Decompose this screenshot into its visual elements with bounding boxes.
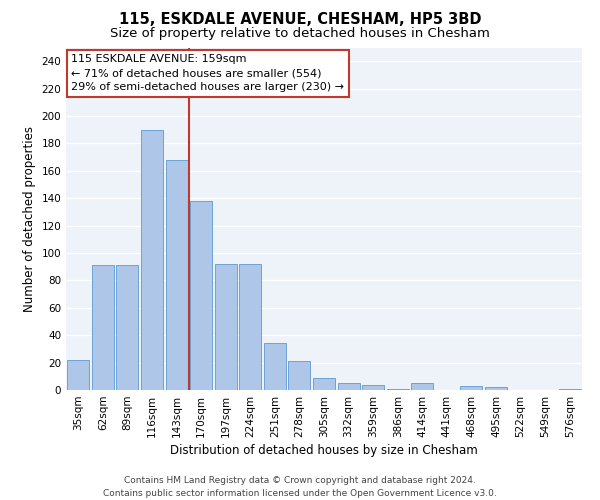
X-axis label: Distribution of detached houses by size in Chesham: Distribution of detached houses by size … <box>170 444 478 457</box>
Bar <box>559 388 581 390</box>
Text: 115, ESKDALE AVENUE, CHESHAM, HP5 3BD: 115, ESKDALE AVENUE, CHESHAM, HP5 3BD <box>119 12 481 28</box>
Bar <box>338 383 359 390</box>
Bar <box>141 130 163 390</box>
Bar <box>92 266 114 390</box>
Bar <box>264 344 286 390</box>
Bar <box>362 384 384 390</box>
Text: Size of property relative to detached houses in Chesham: Size of property relative to detached ho… <box>110 28 490 40</box>
Text: 115 ESKDALE AVENUE: 159sqm
← 71% of detached houses are smaller (554)
29% of sem: 115 ESKDALE AVENUE: 159sqm ← 71% of deta… <box>71 54 344 92</box>
Bar <box>485 388 507 390</box>
Bar <box>215 264 237 390</box>
Bar <box>166 160 188 390</box>
Bar <box>313 378 335 390</box>
Bar <box>67 360 89 390</box>
Bar <box>239 264 262 390</box>
Y-axis label: Number of detached properties: Number of detached properties <box>23 126 36 312</box>
Bar <box>116 266 139 390</box>
Bar <box>460 386 482 390</box>
Bar <box>411 383 433 390</box>
Bar <box>289 361 310 390</box>
Bar <box>190 201 212 390</box>
Text: Contains HM Land Registry data © Crown copyright and database right 2024.
Contai: Contains HM Land Registry data © Crown c… <box>103 476 497 498</box>
Bar <box>386 388 409 390</box>
